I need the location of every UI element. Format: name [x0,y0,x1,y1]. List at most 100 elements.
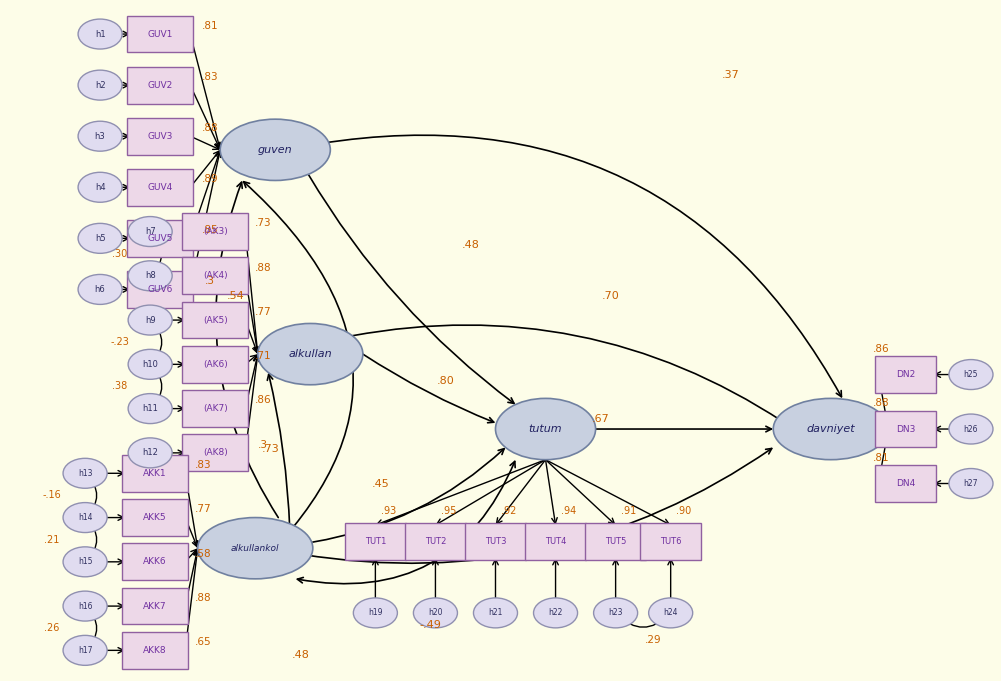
Text: GUV3: GUV3 [147,131,173,141]
Ellipse shape [220,119,330,180]
Text: AKK8: AKK8 [143,646,167,655]
Text: h8: h8 [145,271,155,281]
Text: -.49: -.49 [419,620,441,630]
Text: GUV5: GUV5 [147,234,173,243]
Text: .91: .91 [621,507,637,516]
Text: h1: h1 [95,29,105,39]
FancyBboxPatch shape [585,523,647,560]
Circle shape [128,394,172,424]
Text: h7: h7 [145,227,155,236]
Text: .54: .54 [226,291,244,301]
Text: .3: .3 [205,276,215,286]
FancyBboxPatch shape [127,118,193,155]
Ellipse shape [258,323,362,385]
Text: h23: h23 [609,608,623,618]
Circle shape [949,469,993,498]
Text: .80: .80 [436,377,454,386]
Circle shape [353,598,397,628]
Text: h27: h27 [964,479,978,488]
Circle shape [413,598,457,628]
Text: GUV6: GUV6 [147,285,173,294]
Text: .90: .90 [676,507,692,516]
Circle shape [78,70,122,100]
Text: TUT6: TUT6 [660,537,682,546]
Circle shape [534,598,578,628]
Circle shape [63,635,107,665]
Text: DN4: DN4 [896,479,916,488]
Text: .86: .86 [255,396,271,405]
Circle shape [63,458,107,488]
FancyBboxPatch shape [464,523,527,560]
Text: h15: h15 [78,557,92,567]
Text: AKK7: AKK7 [143,601,167,611]
Text: alkullan: alkullan [288,349,332,359]
Text: .3: .3 [258,440,268,449]
Text: .58: .58 [195,549,211,558]
Text: .83: .83 [202,72,218,82]
FancyBboxPatch shape [182,213,248,250]
Text: h14: h14 [78,513,92,522]
FancyBboxPatch shape [641,523,702,560]
Text: (AK5): (AK5) [203,315,227,325]
Text: GUV1: GUV1 [147,29,173,39]
FancyBboxPatch shape [127,67,193,104]
Text: h22: h22 [549,608,563,618]
Text: h12: h12 [142,448,158,458]
Text: GUV4: GUV4 [147,183,173,192]
Text: h20: h20 [428,608,442,618]
Circle shape [128,261,172,291]
Text: (AK8): (AK8) [203,448,227,458]
Text: .93: .93 [380,507,396,516]
Text: .88: .88 [255,263,271,272]
Text: AKK6: AKK6 [143,557,167,567]
Text: h21: h21 [488,608,503,618]
FancyBboxPatch shape [344,523,406,560]
Text: .45: .45 [371,479,389,488]
Text: h2: h2 [95,80,105,90]
Circle shape [594,598,638,628]
Text: .85: .85 [202,225,218,235]
Text: guven: guven [258,145,292,155]
Text: alkullankol: alkullankol [231,543,279,553]
Text: .95: .95 [440,507,456,516]
FancyBboxPatch shape [122,588,188,624]
Ellipse shape [773,398,889,460]
Text: TUT3: TUT3 [484,537,507,546]
Text: h10: h10 [142,360,158,369]
Text: DN2: DN2 [896,370,916,379]
Text: AKK5: AKK5 [143,513,167,522]
Text: .88: .88 [202,123,218,133]
Text: TUT2: TUT2 [424,537,446,546]
Ellipse shape [495,398,596,460]
Text: .37: .37 [722,70,740,80]
Text: .73: .73 [255,219,271,228]
Text: .29: .29 [645,635,662,645]
Circle shape [128,217,172,247]
Text: .26: .26 [44,623,60,633]
Text: TUT4: TUT4 [545,537,567,546]
Text: .81: .81 [873,453,889,462]
Text: .48: .48 [291,650,309,660]
Text: .94: .94 [561,507,577,516]
Text: .65: .65 [195,637,211,647]
Ellipse shape [197,518,312,579]
Text: .67: .67 [592,414,610,424]
Text: (AK3): (AK3) [203,227,227,236]
FancyBboxPatch shape [182,390,248,427]
FancyBboxPatch shape [182,302,248,338]
FancyBboxPatch shape [122,455,188,492]
Text: DN3: DN3 [896,424,916,434]
FancyBboxPatch shape [875,411,937,447]
Circle shape [78,274,122,304]
Circle shape [949,360,993,390]
Text: .86: .86 [873,344,889,353]
Text: h25: h25 [964,370,978,379]
Text: h11: h11 [142,404,158,413]
Text: h19: h19 [368,608,382,618]
Text: .71: .71 [255,351,271,361]
Text: (AK4): (AK4) [203,271,227,281]
Text: davniyet: davniyet [807,424,855,434]
Text: .92: .92 [500,507,517,516]
Text: .30: .30 [112,249,128,259]
Text: AKK1: AKK1 [143,469,167,478]
